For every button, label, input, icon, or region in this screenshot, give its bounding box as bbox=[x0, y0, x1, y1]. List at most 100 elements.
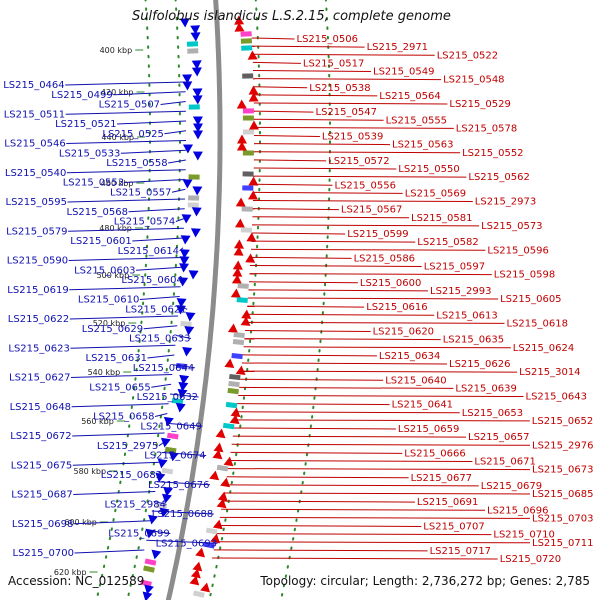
forward-gene-label[interactable]: LS215_0679 bbox=[481, 481, 542, 492]
reverse-gene-label[interactable]: LS215_0629 bbox=[82, 324, 143, 335]
forward-gene-label[interactable]: LS215_0600 bbox=[360, 278, 421, 289]
forward-gene-label[interactable]: LS215_0677 bbox=[411, 473, 472, 484]
forward-gene-label[interactable]: LS215_0597 bbox=[424, 262, 485, 273]
forward-gene-label[interactable]: LS215_0710 bbox=[493, 530, 554, 541]
reverse-gene-label[interactable]: LS215_2984 bbox=[105, 499, 166, 510]
forward-gene-label[interactable]: LS215_0586 bbox=[354, 253, 415, 264]
reverse-gene-label[interactable]: LS215_0546 bbox=[4, 139, 65, 150]
reverse-gene-label[interactable]: LS215_0699 bbox=[108, 529, 169, 540]
forward-gene-label[interactable]: LS215_0620 bbox=[373, 327, 434, 338]
forward-gene-label[interactable]: LS215_0666 bbox=[404, 448, 465, 459]
reverse-gene-label[interactable]: LS215_0499 bbox=[51, 90, 112, 101]
reverse-gene-label[interactable]: LS215_0648 bbox=[10, 402, 71, 413]
forward-gene-label[interactable]: LS215_0569 bbox=[405, 188, 466, 199]
forward-gene-label[interactable]: LS215_0555 bbox=[386, 115, 447, 126]
reverse-gene-label[interactable]: LS215_0688 bbox=[152, 509, 213, 520]
forward-gene-label[interactable]: LS215_0618 bbox=[507, 318, 568, 329]
reverse-gene-label[interactable]: LS215_0658 bbox=[93, 412, 154, 423]
reverse-gene-label[interactable]: LS215_0574 bbox=[114, 217, 175, 228]
forward-gene-label[interactable]: LS215_0578 bbox=[456, 123, 517, 134]
forward-gene-label[interactable]: LS215_0626 bbox=[449, 359, 510, 370]
reverse-gene-label[interactable]: LS215_0682 bbox=[101, 470, 162, 481]
forward-gene-label[interactable]: LS215_0640 bbox=[385, 375, 446, 386]
reverse-gene-label[interactable]: LS215_0568 bbox=[67, 207, 128, 218]
reverse-gene-label[interactable]: LS215_0525 bbox=[102, 129, 163, 140]
reverse-gene-label[interactable]: LS215_0676 bbox=[148, 480, 209, 491]
forward-gene-label[interactable]: LS215_0564 bbox=[379, 91, 440, 102]
forward-gene-label[interactable]: LS215_0547 bbox=[316, 107, 377, 118]
forward-gene-label[interactable]: LS215_0567 bbox=[341, 205, 402, 216]
reverse-gene-label[interactable]: LS215_0464 bbox=[3, 80, 64, 91]
forward-gene-label[interactable]: LS215_3014 bbox=[519, 367, 580, 378]
forward-gene-label[interactable]: LS215_2973 bbox=[475, 197, 536, 208]
reverse-gene-label[interactable]: LS215_0558 bbox=[106, 158, 167, 169]
reverse-gene-label[interactable]: LS215_0687 bbox=[11, 490, 72, 501]
forward-gene-label[interactable]: LS215_2993 bbox=[430, 286, 491, 297]
reverse-gene-label[interactable]: LS215_0633 bbox=[129, 334, 190, 345]
forward-gene-label[interactable]: LS215_0691 bbox=[417, 497, 478, 508]
forward-gene-label[interactable]: LS215_0720 bbox=[500, 554, 561, 565]
reverse-gene-label[interactable]: LS215_0632 bbox=[137, 392, 198, 403]
reverse-gene-label[interactable]: LS215_0507 bbox=[99, 100, 160, 111]
reverse-gene-label[interactable]: LS215_0672 bbox=[10, 431, 71, 442]
forward-gene-label[interactable]: LS215_0711 bbox=[532, 538, 593, 549]
forward-gene-label[interactable]: LS215_0652 bbox=[532, 416, 593, 427]
forward-gene-label[interactable]: LS215_0572 bbox=[328, 156, 389, 167]
reverse-gene-label[interactable]: LS215_0511 bbox=[4, 109, 65, 120]
reverse-gene-label[interactable]: LS215_0614 bbox=[118, 246, 179, 257]
reverse-gene-label[interactable]: LS215_0553 bbox=[63, 178, 124, 189]
reverse-gene-label[interactable]: LS215_0610 bbox=[78, 295, 139, 306]
forward-gene-label[interactable]: LS215_0613 bbox=[436, 310, 497, 321]
forward-gene-label[interactable]: LS215_0581 bbox=[411, 213, 472, 224]
forward-gene-label[interactable]: LS215_0556 bbox=[335, 180, 396, 191]
forward-gene-label[interactable]: LS215_0538 bbox=[309, 83, 370, 94]
reverse-gene-label[interactable]: LS215_0622 bbox=[8, 314, 69, 325]
forward-gene-label[interactable]: LS215_0605 bbox=[500, 294, 561, 305]
forward-gene-label[interactable]: LS215_0641 bbox=[392, 400, 453, 411]
reverse-gene-label[interactable]: LS215_0627 bbox=[9, 373, 70, 384]
forward-gene-label[interactable]: LS215_2976 bbox=[532, 440, 593, 451]
reverse-gene-label[interactable]: LS215_0579 bbox=[6, 226, 67, 237]
forward-gene-label[interactable]: LS215_0582 bbox=[417, 237, 478, 248]
reverse-gene-label[interactable]: LS215_0533 bbox=[59, 148, 120, 159]
reverse-gene-label[interactable]: LS215_0557 bbox=[110, 187, 171, 198]
forward-gene-label[interactable]: LS215_0639 bbox=[455, 383, 516, 394]
forward-gene-label[interactable]: LS215_0671 bbox=[474, 457, 535, 468]
forward-gene-label[interactable]: LS215_0549 bbox=[373, 67, 434, 78]
reverse-gene-label[interactable]: LS215_0674 bbox=[144, 451, 205, 462]
forward-gene-label[interactable]: LS215_0624 bbox=[513, 343, 574, 354]
forward-gene-label[interactable]: LS215_0522 bbox=[437, 50, 498, 61]
reverse-gene-label[interactable]: LS215_0590 bbox=[7, 256, 68, 267]
forward-gene-label[interactable]: LS215_0529 bbox=[449, 99, 510, 110]
forward-gene-label[interactable]: LS215_0550 bbox=[398, 164, 459, 175]
reverse-gene-label[interactable]: LS215_0655 bbox=[89, 382, 150, 393]
reverse-gene-label[interactable]: LS215_0631 bbox=[86, 353, 147, 364]
reverse-gene-label[interactable]: LS215_0604 bbox=[121, 275, 182, 286]
forward-gene-label[interactable]: LS215_0643 bbox=[526, 392, 587, 403]
forward-gene-label[interactable]: LS215_0657 bbox=[468, 432, 529, 443]
reverse-gene-label[interactable]: LS215_0603 bbox=[74, 265, 135, 276]
reverse-gene-label[interactable]: LS215_0595 bbox=[6, 197, 67, 208]
forward-gene-label[interactable]: LS215_2971 bbox=[367, 42, 428, 53]
reverse-gene-label[interactable]: LS215_0693 bbox=[156, 538, 217, 549]
forward-gene-label[interactable]: LS215_0634 bbox=[379, 351, 440, 362]
forward-gene-label[interactable]: LS215_0703 bbox=[532, 513, 593, 524]
forward-gene-label[interactable]: LS215_0517 bbox=[303, 58, 364, 69]
forward-gene-label[interactable]: LS215_0696 bbox=[487, 505, 548, 516]
forward-gene-label[interactable]: LS215_0707 bbox=[423, 522, 484, 533]
reverse-gene-label[interactable]: LS215_0649 bbox=[140, 421, 201, 432]
forward-gene-label[interactable]: LS215_0673 bbox=[532, 465, 593, 476]
forward-gene-label[interactable]: LS215_0659 bbox=[398, 424, 459, 435]
forward-gene-label[interactable]: LS215_0635 bbox=[443, 335, 504, 346]
reverse-gene-label[interactable]: LS215_0619 bbox=[7, 285, 68, 296]
reverse-gene-label[interactable]: LS215_0675 bbox=[11, 460, 72, 471]
reverse-gene-label[interactable]: LS215_0521 bbox=[55, 119, 116, 130]
reverse-gene-label[interactable]: LS215_0700 bbox=[13, 548, 74, 559]
forward-gene-label[interactable]: LS215_0506 bbox=[297, 34, 358, 45]
forward-gene-label[interactable]: LS215_0717 bbox=[430, 546, 491, 557]
reverse-gene-label[interactable]: LS215_2975 bbox=[97, 441, 158, 452]
forward-gene-label[interactable]: LS215_0685 bbox=[532, 489, 593, 500]
forward-gene-label[interactable]: LS215_0552 bbox=[462, 148, 523, 159]
reverse-gene-label[interactable]: LS215_0601 bbox=[70, 236, 131, 247]
forward-gene-label[interactable]: LS215_0548 bbox=[443, 75, 504, 86]
